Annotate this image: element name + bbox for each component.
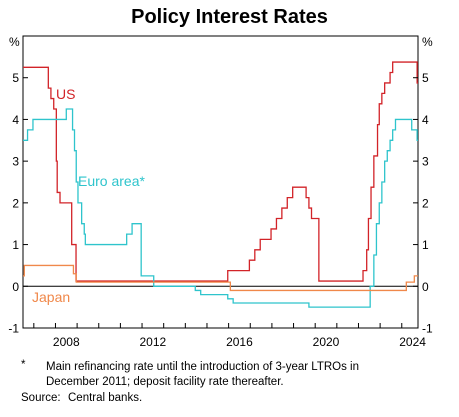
- y-tick-label-left: 3: [12, 155, 19, 169]
- y-tick-label-right: 2: [422, 196, 429, 210]
- series-line: [23, 264, 418, 292]
- x-tick-label: 2012: [140, 335, 167, 349]
- series-line: [23, 108, 418, 308]
- plot-frame: [22, 35, 419, 329]
- y-tick-label-left: 5: [12, 71, 19, 85]
- y-tick-label-right: 3: [422, 155, 429, 169]
- series-lines: [23, 61, 418, 308]
- y-tick-label-right: 5: [422, 71, 429, 85]
- footnote-marker: *: [21, 359, 26, 371]
- y-tick-label-left: 4: [12, 113, 19, 127]
- x-tick-label: 2020: [313, 335, 340, 349]
- series-label: Euro area*: [78, 173, 145, 189]
- source-text: Central banks.: [68, 392, 143, 404]
- y-tick-label-left: 2: [12, 196, 19, 210]
- y-tick-label-right: 1: [422, 238, 429, 252]
- series-label: US: [56, 86, 75, 102]
- y-tick-label-right: 4: [422, 113, 429, 127]
- chart-frame: [22, 35, 419, 329]
- series-label: Japan: [32, 289, 70, 305]
- series-line: [23, 61, 418, 282]
- source-label: Source:: [21, 392, 61, 404]
- y-tick-label-left: 1: [12, 238, 19, 252]
- x-tick-label: 2024: [399, 335, 426, 349]
- footnote-text: Main refinancing rate until the introduc…: [46, 361, 359, 388]
- series-labels: US Euro area* Japan: [32, 86, 145, 305]
- y-tick-label-left: -1: [8, 322, 19, 336]
- y-tick-label-left: 0: [12, 280, 19, 294]
- chart-title: Policy Interest Rates: [131, 6, 328, 28]
- x-tick-label: 2008: [53, 335, 80, 349]
- y-tick-label-right: 0: [422, 280, 429, 294]
- y-unit-right: %: [422, 35, 433, 49]
- y-tick-label-right: -1: [422, 322, 433, 336]
- x-tick-label: 2016: [226, 335, 253, 349]
- y-unit-left: %: [9, 35, 20, 49]
- axis-ticks: % % -1 -1 0 0 1 1 2 2 3 3 4 4 5 5 2008 2012 2016 2020 2024: [8, 35, 433, 349]
